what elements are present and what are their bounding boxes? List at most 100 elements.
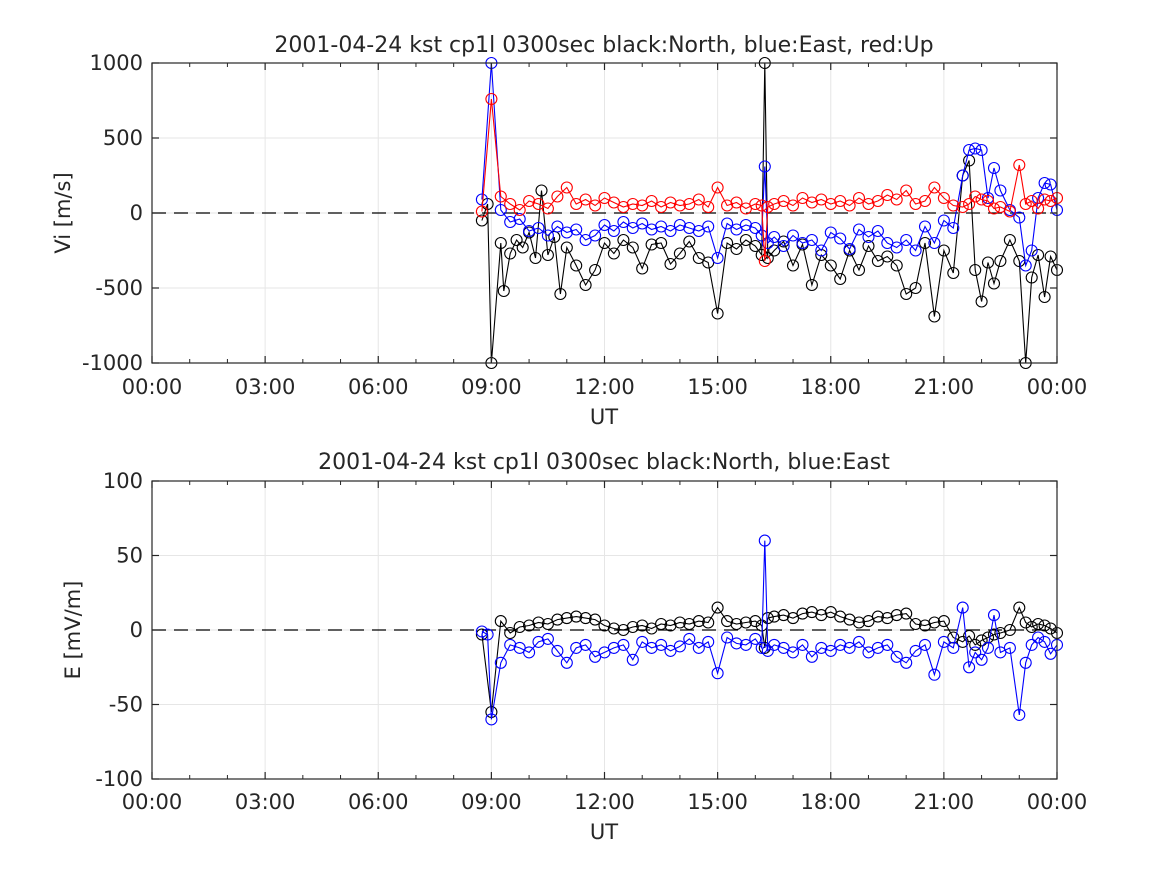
vi-x-tick-label: 00:00 — [122, 375, 183, 399]
e-north-data-point — [909, 617, 922, 631]
e-east-data-point — [758, 534, 771, 547]
e-east-data-point — [975, 653, 988, 666]
e-x-tick-label: 12:00 — [574, 790, 635, 814]
vi-east-data-point — [749, 221, 762, 235]
vi-ticks: 00:00 03:00 06:00 09:00 12:00 15:00 18:00 21:00… — [82, 51, 1087, 399]
vi-north-data-point — [494, 236, 507, 250]
vi-series-layer — [475, 56, 1064, 370]
vi-east-data-point — [1038, 176, 1051, 190]
vi-north-data-point — [730, 242, 743, 256]
vi-east-data-point — [739, 218, 752, 232]
e-east-data-point — [711, 667, 724, 680]
vi-x-axis-label: UT — [590, 405, 618, 429]
vi-x-tick-label: 18:00 — [800, 375, 861, 399]
vi-up-data-point — [664, 196, 677, 209]
vi-east-data-point — [981, 191, 995, 205]
e-north-data-point — [551, 613, 564, 626]
e-east-data-point — [481, 628, 494, 641]
vi-x-tick-label: 15:00 — [687, 375, 748, 399]
vi-north-data-point — [947, 266, 960, 280]
e-north-data-point — [834, 610, 847, 623]
vi-up-data-point — [900, 184, 913, 197]
e-north-data-point — [749, 615, 762, 628]
vi-up-data-point — [1038, 193, 1051, 206]
e-east-data-point — [617, 638, 630, 651]
vi-north-data-point — [739, 233, 752, 247]
e-y-tick-label: 50 — [116, 544, 143, 568]
e-east-data-point — [1003, 641, 1016, 654]
vi-x-tick-label: 06:00 — [348, 375, 409, 399]
e-north-data-point — [890, 609, 903, 622]
e-east-data-point — [852, 635, 866, 648]
e-north-data-point — [664, 619, 677, 632]
vi-up-data-point — [947, 199, 960, 212]
e-east-data-point — [692, 641, 705, 654]
e-north-data-point — [607, 622, 620, 635]
vi-x-tick-label: 21:00 — [914, 375, 975, 399]
vi-east-data-point — [815, 244, 828, 257]
vi-east-data-point — [890, 241, 903, 254]
vi-east-data-point — [513, 212, 526, 226]
e-east-data-point — [824, 644, 837, 657]
e-east-data-point — [947, 641, 960, 654]
vi-x-tick-label: 09:00 — [461, 375, 522, 399]
vi-east-data-point — [1044, 178, 1057, 191]
e-x-tick-label: 06:00 — [348, 790, 409, 814]
vi-north-data-point — [570, 259, 583, 272]
vi-north-data-point — [579, 278, 592, 292]
vi-east-data-point — [824, 226, 837, 239]
e-east-data-point — [900, 656, 913, 669]
e-north-data-point — [963, 629, 976, 643]
e-east-data-point — [834, 638, 847, 651]
e-east-data-point — [739, 638, 752, 651]
vi-up-data-point — [843, 199, 856, 212]
e-east-series-line — [481, 540, 1058, 720]
vi-east-data-point — [494, 203, 507, 217]
vi-north-data-point — [529, 251, 542, 265]
e-east-data-point — [673, 640, 686, 653]
vi-up-data-point — [981, 194, 995, 208]
vi-north-data-point — [504, 247, 517, 260]
vi-east-data-point — [702, 220, 715, 233]
e-chart-title: 2001-04-24 kst cp1l 0300sec black:North,… — [318, 450, 890, 475]
vi-up-data-point — [975, 193, 988, 206]
vi-east-data-point — [607, 224, 620, 238]
vi-up-data-point — [937, 191, 950, 205]
vi-east-data-point — [969, 142, 982, 155]
vi-north-data-point — [994, 254, 1007, 268]
e-east-data-point — [881, 638, 894, 651]
vi-north-data-point — [975, 295, 988, 308]
vi-x-tick-label: 03:00 — [235, 375, 296, 399]
vi-north-data-point — [645, 238, 658, 251]
vi-north-data-point — [617, 233, 630, 247]
e-east-data-point — [981, 641, 995, 654]
e-y-axis-label: E [mV/m] — [61, 581, 85, 680]
vi-up-data-point — [589, 199, 602, 212]
e-east-data-point — [579, 638, 592, 651]
vi-east-data-point — [843, 242, 856, 256]
e-north-data-point — [721, 615, 734, 628]
vi-north-data-point — [626, 241, 639, 254]
e-north-data-point — [1044, 622, 1057, 635]
e-north-data-point — [692, 615, 705, 628]
vi-up-data-point — [768, 197, 781, 211]
vi-east-data-point — [598, 218, 611, 232]
e-east-data-point — [1019, 656, 1032, 669]
vi-east-data-point — [1013, 211, 1026, 224]
vi-up-data-point — [862, 197, 875, 211]
e-north-data-point — [843, 613, 856, 626]
vi-east-data-point — [755, 229, 768, 242]
vi-north-data-point — [786, 259, 800, 272]
vi-east-data-point — [871, 224, 884, 238]
vi-y-tick-label: 1000 — [90, 51, 143, 75]
vi-up-data-point — [617, 200, 630, 214]
e-y-tick-label: -100 — [95, 767, 143, 791]
vi-up-data-point — [871, 194, 884, 208]
e-east-data-point — [523, 646, 536, 659]
e-x-tick-label: 21:00 — [914, 790, 975, 814]
vi-up-data-point — [541, 202, 554, 215]
vi-up-data-point — [702, 200, 715, 214]
vi-up-data-point — [918, 194, 932, 208]
e-east-data-point — [963, 661, 976, 674]
vi-east-data-point — [796, 236, 809, 250]
